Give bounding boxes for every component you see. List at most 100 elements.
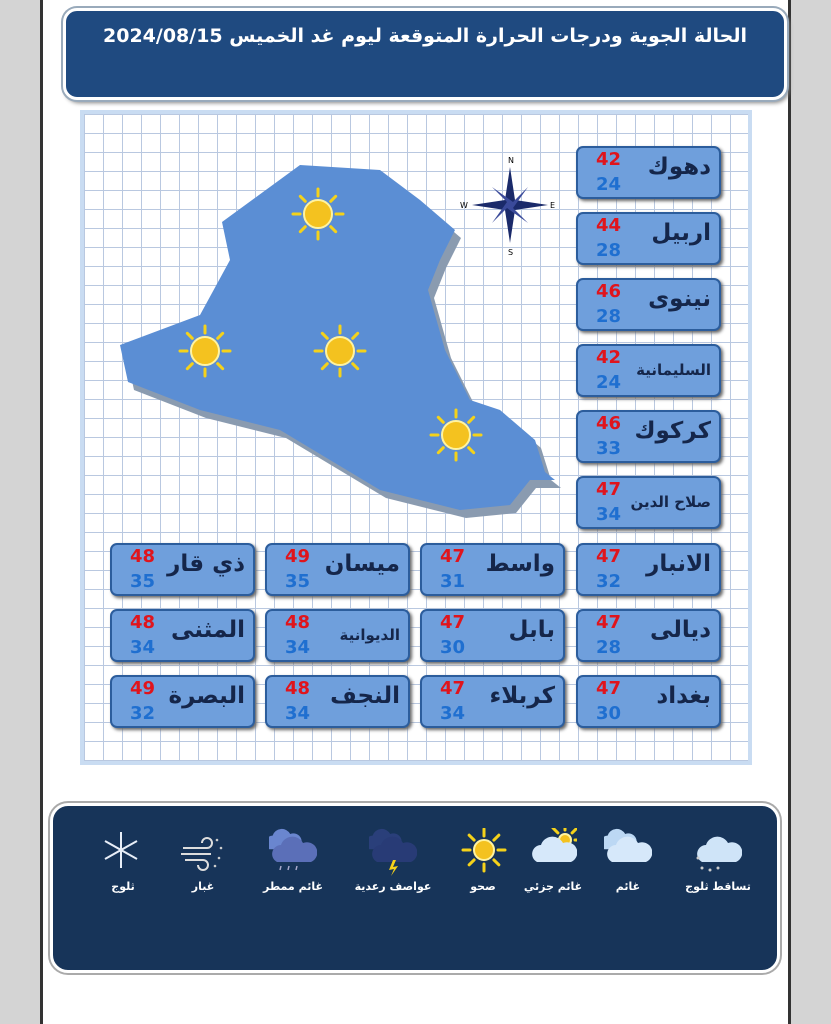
city-name: السليمانية [636,361,711,379]
legend: تساقط ثلوج غائم غائم جزئي صحو عواصف رعدية غائ… [50,803,780,973]
legend-label: صحو [470,880,496,893]
max-temp: 49 [130,678,156,699]
min-temp: 32 [596,571,622,592]
min-temp: 24 [596,372,622,393]
city-name: ميسان [324,551,400,577]
sun-icon [291,187,345,241]
city-name: بغداد [656,683,711,709]
compass-e: E [550,201,555,210]
city-name: النجف [330,683,400,709]
max-temp: 46 [596,281,622,302]
city-name: البصرة [168,683,245,709]
compass-s: S [508,248,513,257]
legend-item: تساقط ثلوج [673,828,763,893]
city-card: الانبار 47 32 [576,543,721,596]
max-temp: 47 [596,546,622,567]
sun-icon [429,408,483,462]
max-temp: 47 [440,612,466,633]
max-temp: 42 [596,149,622,170]
city-card: كركوك 46 33 [576,410,721,463]
legend-label: غائم [615,880,641,893]
compass-w: W [460,201,468,210]
iraq-map: N S E W [120,156,561,518]
max-temp: 47 [596,678,622,699]
city-card: ديالى 47 28 [576,609,721,662]
city-card: ميسان 49 35 [265,543,410,596]
city-name: ديالى [650,617,711,643]
compass-rose: N S E W [460,156,555,257]
sunny-icon [461,828,507,873]
city-name: واسط [485,551,555,577]
min-temp: 31 [440,571,466,592]
max-temp: 46 [596,413,622,434]
city-card: السليمانية 42 24 [576,344,721,397]
legend-label: غبار [191,880,215,893]
legend-item: ثلوج [78,828,168,893]
max-temp: 48 [285,612,311,633]
city-card: واسط 47 31 [420,543,565,596]
min-temp: 35 [130,571,156,592]
sun-icon [313,324,367,378]
min-temp: 34 [285,703,311,724]
snowfall-icon [696,836,742,872]
legend-label: ثلوج [111,880,135,893]
legend-item: عواصف رعدية [348,828,438,893]
min-temp: 32 [130,703,156,724]
max-temp: 49 [285,546,311,567]
min-temp: 30 [596,703,622,724]
legend-label: تساقط ثلوج [685,880,751,893]
legend-item: غائم جزئي [508,828,598,893]
city-card: دهوك 42 24 [576,146,721,199]
city-name: دهوك [647,154,711,180]
city-name: بابل [508,617,555,643]
max-temp: 42 [596,347,622,368]
city-name: كركوك [634,418,711,444]
legend-item: صحو [438,828,528,893]
max-temp: 47 [596,479,622,500]
sun-icon [178,324,232,378]
max-temp: 48 [285,678,311,699]
snow-icon [104,832,138,868]
min-temp: 34 [596,504,622,525]
min-temp: 33 [596,438,622,459]
city-name: المثنى [171,617,245,643]
city-name: نينوى [648,286,711,312]
max-temp: 47 [440,678,466,699]
min-temp: 35 [285,571,311,592]
dust-icon [181,837,223,871]
city-name: الديوانية [339,626,400,644]
city-card: الديوانية 48 34 [265,609,410,662]
min-temp: 34 [130,637,156,658]
rain-cloud-icon [269,828,317,871]
city-card: البصرة 49 32 [110,675,255,728]
header: الحالة الجوية ودرجات الحرارة المتوقعة لي… [63,8,787,100]
cloudy-icon [604,828,652,862]
max-temp: 47 [596,612,622,633]
city-name: كربلاء [489,683,555,709]
city-card: اربيل 44 28 [576,212,721,265]
city-name: صلاح الدين [630,493,712,511]
legend-label: عواصف رعدية [354,880,432,893]
min-temp: 24 [596,174,622,195]
min-temp: 28 [596,637,622,658]
thunderstorm-icon [369,828,417,876]
city-name: اربيل [651,220,711,246]
min-temp: 30 [440,637,466,658]
min-temp: 28 [596,306,622,327]
partly-cloudy-icon [532,828,577,862]
city-card: بغداد 47 30 [576,675,721,728]
max-temp: 48 [130,546,156,567]
city-name: الانبار [646,551,711,577]
max-temp: 44 [596,215,622,236]
city-card: بابل 47 30 [420,609,565,662]
city-name: ذي قار [167,551,245,577]
max-temp: 48 [130,612,156,633]
min-temp: 34 [440,703,466,724]
compass-n: N [508,156,514,165]
legend-item: غبار [158,828,248,893]
page-title: الحالة الجوية ودرجات الحرارة المتوقعة لي… [103,25,747,47]
city-card: نينوى 46 28 [576,278,721,331]
legend-item: غائم [583,828,673,893]
legend-label: غائم ممطر [263,880,323,893]
city-card: النجف 48 34 [265,675,410,728]
